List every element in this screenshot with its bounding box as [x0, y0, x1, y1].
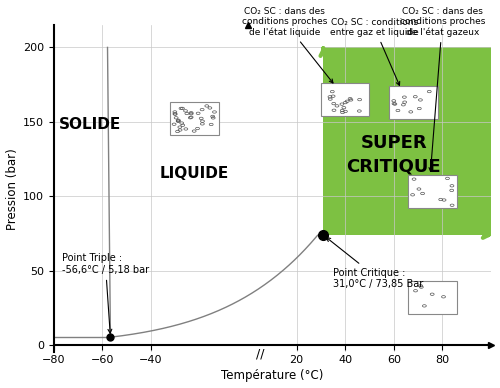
Text: CO₂ SC : conditions
entre gaz et liquide: CO₂ SC : conditions entre gaz et liquide [330, 17, 418, 85]
Bar [408, 175, 457, 208]
Text: SUPER
CRITIQUE: SUPER CRITIQUE [346, 134, 441, 175]
Bar [324, 47, 500, 235]
Bar [389, 86, 438, 119]
Bar [170, 102, 219, 135]
Text: Point Critique :
31,0°C / 73,85 Bar: Point Critique : 31,0°C / 73,85 Bar [326, 237, 424, 289]
Y-axis label: Pression (bar): Pression (bar) [6, 148, 18, 230]
Bar [408, 281, 457, 314]
X-axis label: Température (°C): Température (°C) [221, 369, 324, 382]
Text: CO₂ SC : dans des
conditions proches
de l'état gazeux: CO₂ SC : dans des conditions proches de … [400, 7, 485, 171]
Text: //: // [256, 347, 264, 360]
Bar [321, 83, 370, 116]
Text: SOLIDE: SOLIDE [59, 117, 121, 132]
Text: CO₂ SC : dans des
conditions proches
de l'état liquide: CO₂ SC : dans des conditions proches de … [242, 7, 333, 83]
Text: GAZ: GAZ [420, 303, 455, 318]
Text: Point Triple :
-56,6°C / 5,18 bar: Point Triple : -56,6°C / 5,18 bar [62, 253, 149, 333]
Text: LIQUIDE: LIQUIDE [160, 166, 229, 181]
